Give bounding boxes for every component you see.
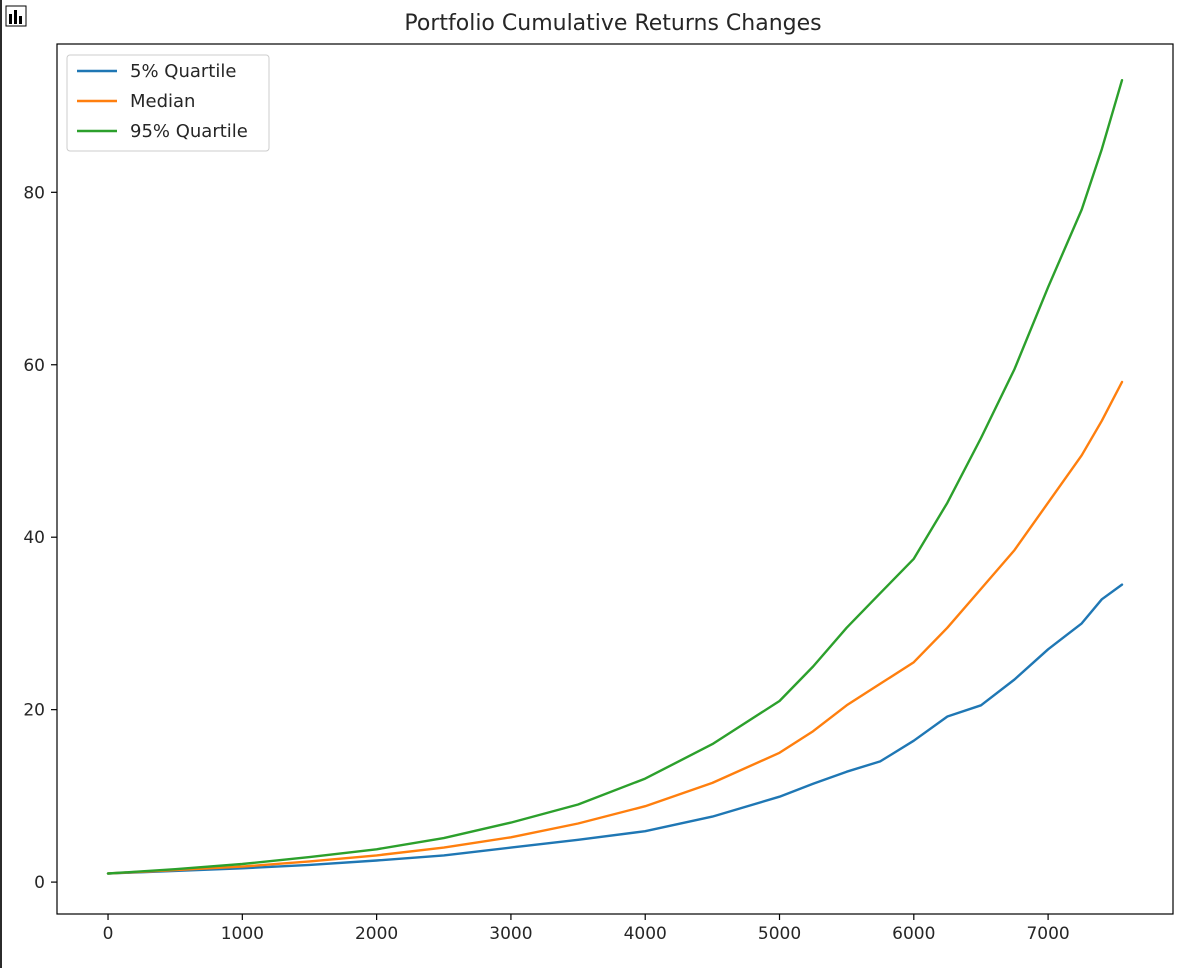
x-tick-label: 6000 [892, 924, 935, 944]
x-tick-label: 4000 [624, 924, 667, 944]
x-tick-label: 3000 [489, 924, 532, 944]
y-tick-label: 20 [23, 701, 45, 721]
x-tick-label: 1000 [221, 924, 264, 944]
plot-frame [56, 43, 1174, 915]
x-tick-label: 0 [103, 924, 114, 944]
series-layer [106, 78, 1124, 875]
y-tick-label: 40 [23, 528, 45, 548]
y-tick-label: 60 [23, 356, 45, 376]
bar-chart-icon[interactable] [5, 5, 27, 27]
y-axis: 0 20 40 60 80 [23, 183, 57, 893]
series-line-2 [106, 78, 1124, 875]
x-tick-label: 2000 [355, 924, 398, 944]
series-line-0 [106, 583, 1124, 875]
y-tick-label: 0 [34, 873, 45, 893]
legend-label-1: Median [130, 91, 195, 112]
legend-label-2: 95% Quartile [130, 121, 248, 142]
x-tick-label: 7000 [1026, 924, 1069, 944]
x-axis: 0 1000 2000 3000 4000 5000 6000 7000 [103, 914, 1070, 944]
legend-label-0: 5% Quartile [130, 61, 236, 82]
x-tick-label: 5000 [758, 924, 801, 944]
chart-title: Portfolio Cumulative Returns Changes [404, 11, 821, 36]
y-tick-label: 80 [23, 183, 45, 203]
legend-box [66, 54, 270, 152]
window-edge [0, 0, 2, 968]
legend: 5% Quartile Median 95% Quartile [66, 54, 270, 152]
series-line-1 [106, 380, 1124, 875]
